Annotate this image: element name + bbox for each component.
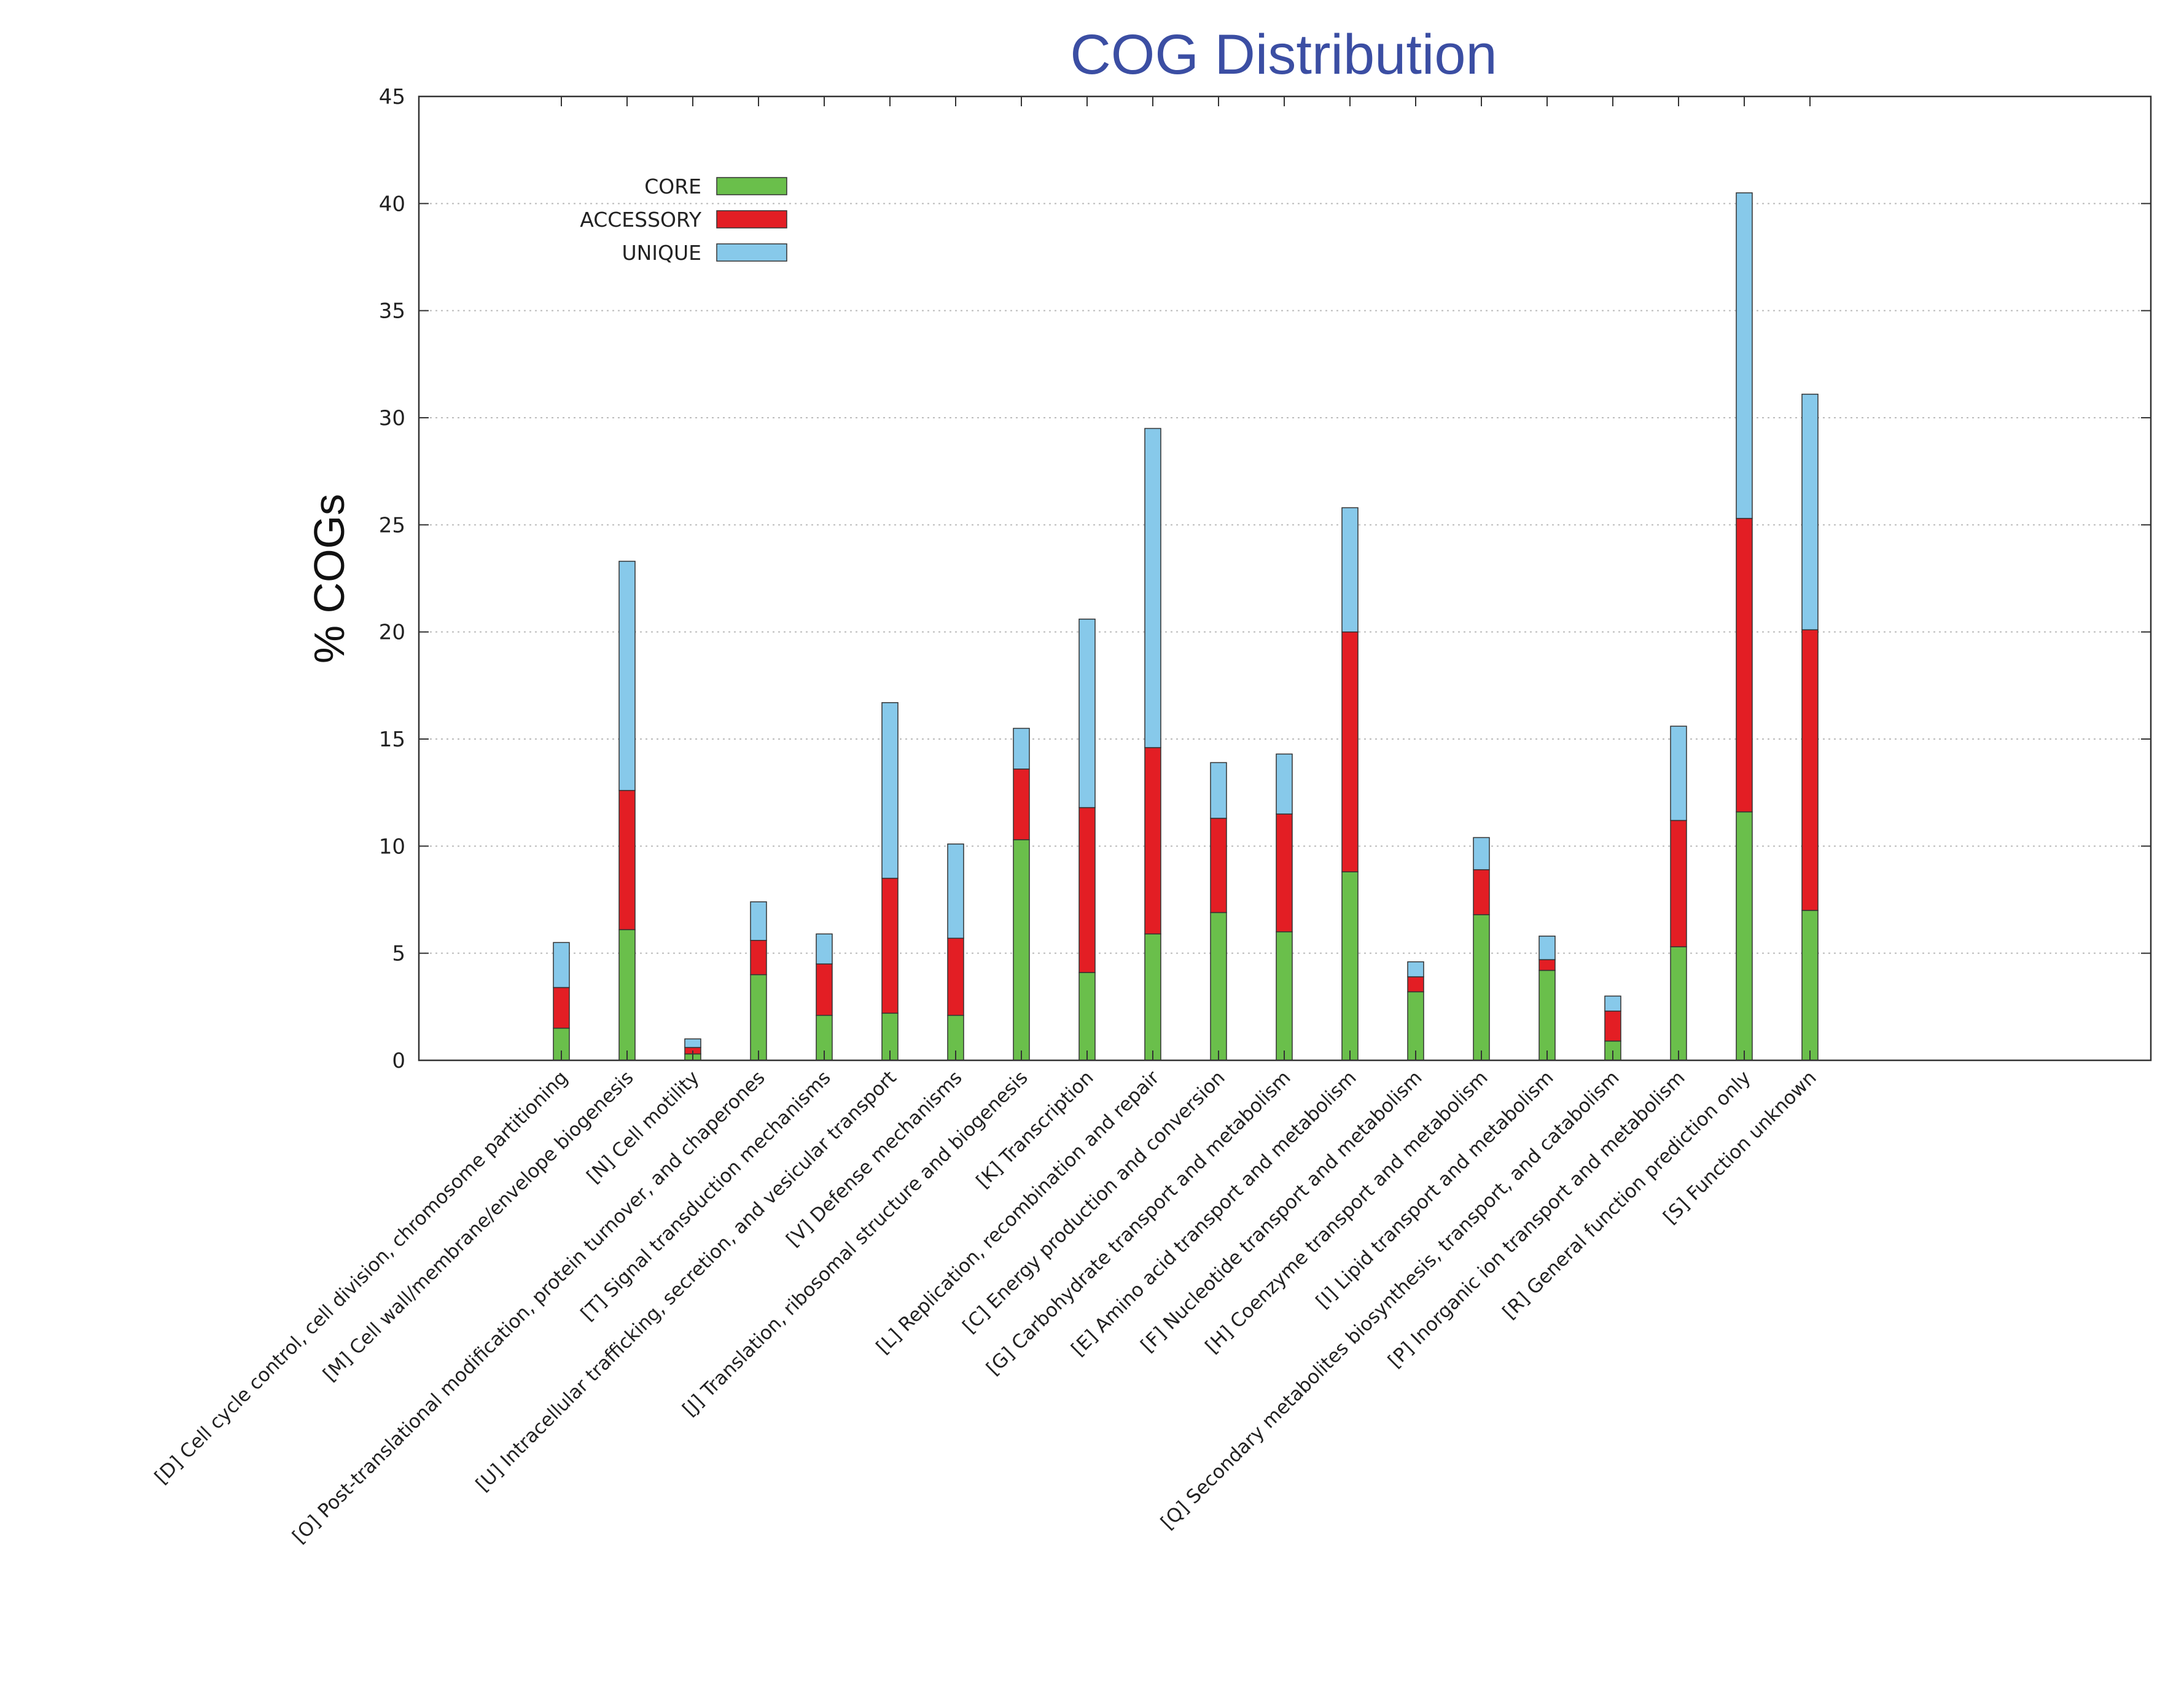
- bar-unique: [1736, 192, 1753, 519]
- bar-accessory: [1144, 747, 1161, 935]
- bar-unique: [1539, 936, 1556, 960]
- x-tick-label: [K] Transcription: [972, 1066, 1098, 1192]
- bar-accessory: [816, 963, 833, 1016]
- y-tick-label: 5: [392, 942, 405, 966]
- bar-unique: [684, 1038, 701, 1048]
- y-tick-label: 0: [392, 1049, 405, 1073]
- legend: CORE ACCESSORY UNIQUE: [580, 174, 787, 265]
- bar-accessory: [1013, 769, 1030, 840]
- y-tick-label: 10: [379, 834, 405, 859]
- bar-unique: [1473, 837, 1490, 871]
- bar-unique: [1144, 428, 1161, 748]
- bar-accessory: [1801, 629, 1819, 911]
- bar-accessory: [1210, 818, 1227, 914]
- bar-core: [1736, 811, 1753, 1061]
- legend-swatch: [716, 210, 787, 229]
- bar-accessory: [1407, 976, 1424, 993]
- y-tick-label: 15: [379, 727, 405, 752]
- legend-swatch: [716, 243, 787, 262]
- x-tick-label: [I] Lipid transport and metabolism: [1312, 1066, 1558, 1313]
- bar-unique: [1210, 762, 1227, 819]
- bar-core: [1407, 991, 1424, 1061]
- bar-unique: [1801, 393, 1819, 630]
- legend-label: CORE: [644, 174, 701, 198]
- bar-accessory: [1670, 820, 1687, 947]
- bar-accessory: [881, 877, 899, 1014]
- x-tick-label: [R] General function prediction only: [1499, 1066, 1755, 1323]
- bar-accessory: [1276, 813, 1293, 933]
- bar-accessory: [1473, 869, 1490, 915]
- y-axis-label: % COGs: [305, 494, 353, 663]
- bar-unique: [1341, 507, 1359, 633]
- y-tick-label: 20: [379, 620, 405, 645]
- bar-unique: [1276, 753, 1293, 815]
- y-tick-label: 35: [379, 299, 405, 324]
- y-tick-label: 30: [379, 406, 405, 431]
- x-tick-label: [P] Inorganic ion transport and metaboli…: [1384, 1066, 1689, 1372]
- legend-label: ACCESSORY: [580, 208, 702, 232]
- bar-accessory: [1341, 631, 1359, 872]
- x-tick-label: [G] Carbohydrate transport and metabolis…: [982, 1066, 1295, 1379]
- bar-unique: [1078, 618, 1096, 808]
- bar-core: [1210, 912, 1227, 1061]
- legend-swatch: [716, 177, 787, 195]
- bar-unique: [1013, 727, 1030, 770]
- x-tick-label: [N] Cell motility: [583, 1066, 704, 1187]
- bar-accessory: [553, 987, 570, 1029]
- y-tick-label: 45: [379, 85, 405, 109]
- bar-accessory: [1736, 518, 1753, 813]
- bar-core: [1473, 914, 1490, 1061]
- bar-core: [1013, 839, 1030, 1061]
- bar-unique: [1407, 961, 1424, 977]
- bar-accessory: [1604, 1011, 1621, 1042]
- x-tick-label: [D] Cell cycle control, cell division, c…: [150, 1066, 572, 1489]
- grid-lines: [419, 203, 2151, 954]
- bar-core: [1539, 969, 1556, 1061]
- x-tick-label: [M] Cell wall/membrane/envelope biogenes…: [319, 1066, 638, 1385]
- y-axis-ticks: 0 5 10 15 20 25 30 35 40 45: [379, 85, 2151, 1073]
- bar-accessory: [1078, 807, 1096, 973]
- bar-unique: [618, 560, 636, 791]
- bar-core: [1670, 946, 1687, 1061]
- bar-core: [1144, 933, 1161, 1061]
- bar-unique: [1670, 726, 1687, 821]
- bar-core: [1341, 871, 1359, 1061]
- bar-core: [1276, 931, 1293, 1061]
- bar-unique: [553, 942, 570, 988]
- bar-core: [750, 974, 767, 1061]
- x-tick-label: [O] Post-translational modification, pro…: [288, 1066, 769, 1547]
- y-tick-label: 25: [379, 513, 405, 538]
- bar-core: [1801, 910, 1819, 1061]
- bar-unique: [1604, 995, 1621, 1012]
- bar-accessory: [618, 789, 636, 931]
- bar-core: [618, 929, 636, 1061]
- chart-title: COG Distribution: [1070, 23, 1497, 86]
- y-tick-label: 40: [379, 192, 405, 216]
- bar-accessory: [1539, 959, 1556, 971]
- bar-core: [1078, 972, 1096, 1061]
- x-tick-label: [U] Intracellular trafficking, secretion…: [472, 1066, 901, 1496]
- bar-unique: [816, 933, 833, 964]
- bar-unique: [947, 843, 964, 939]
- bar-unique: [881, 702, 899, 879]
- bar-accessory: [947, 937, 964, 1016]
- legend-label: UNIQUE: [622, 241, 701, 265]
- bar-accessory: [750, 939, 767, 976]
- bars: [553, 192, 1819, 1061]
- bar-unique: [750, 901, 767, 941]
